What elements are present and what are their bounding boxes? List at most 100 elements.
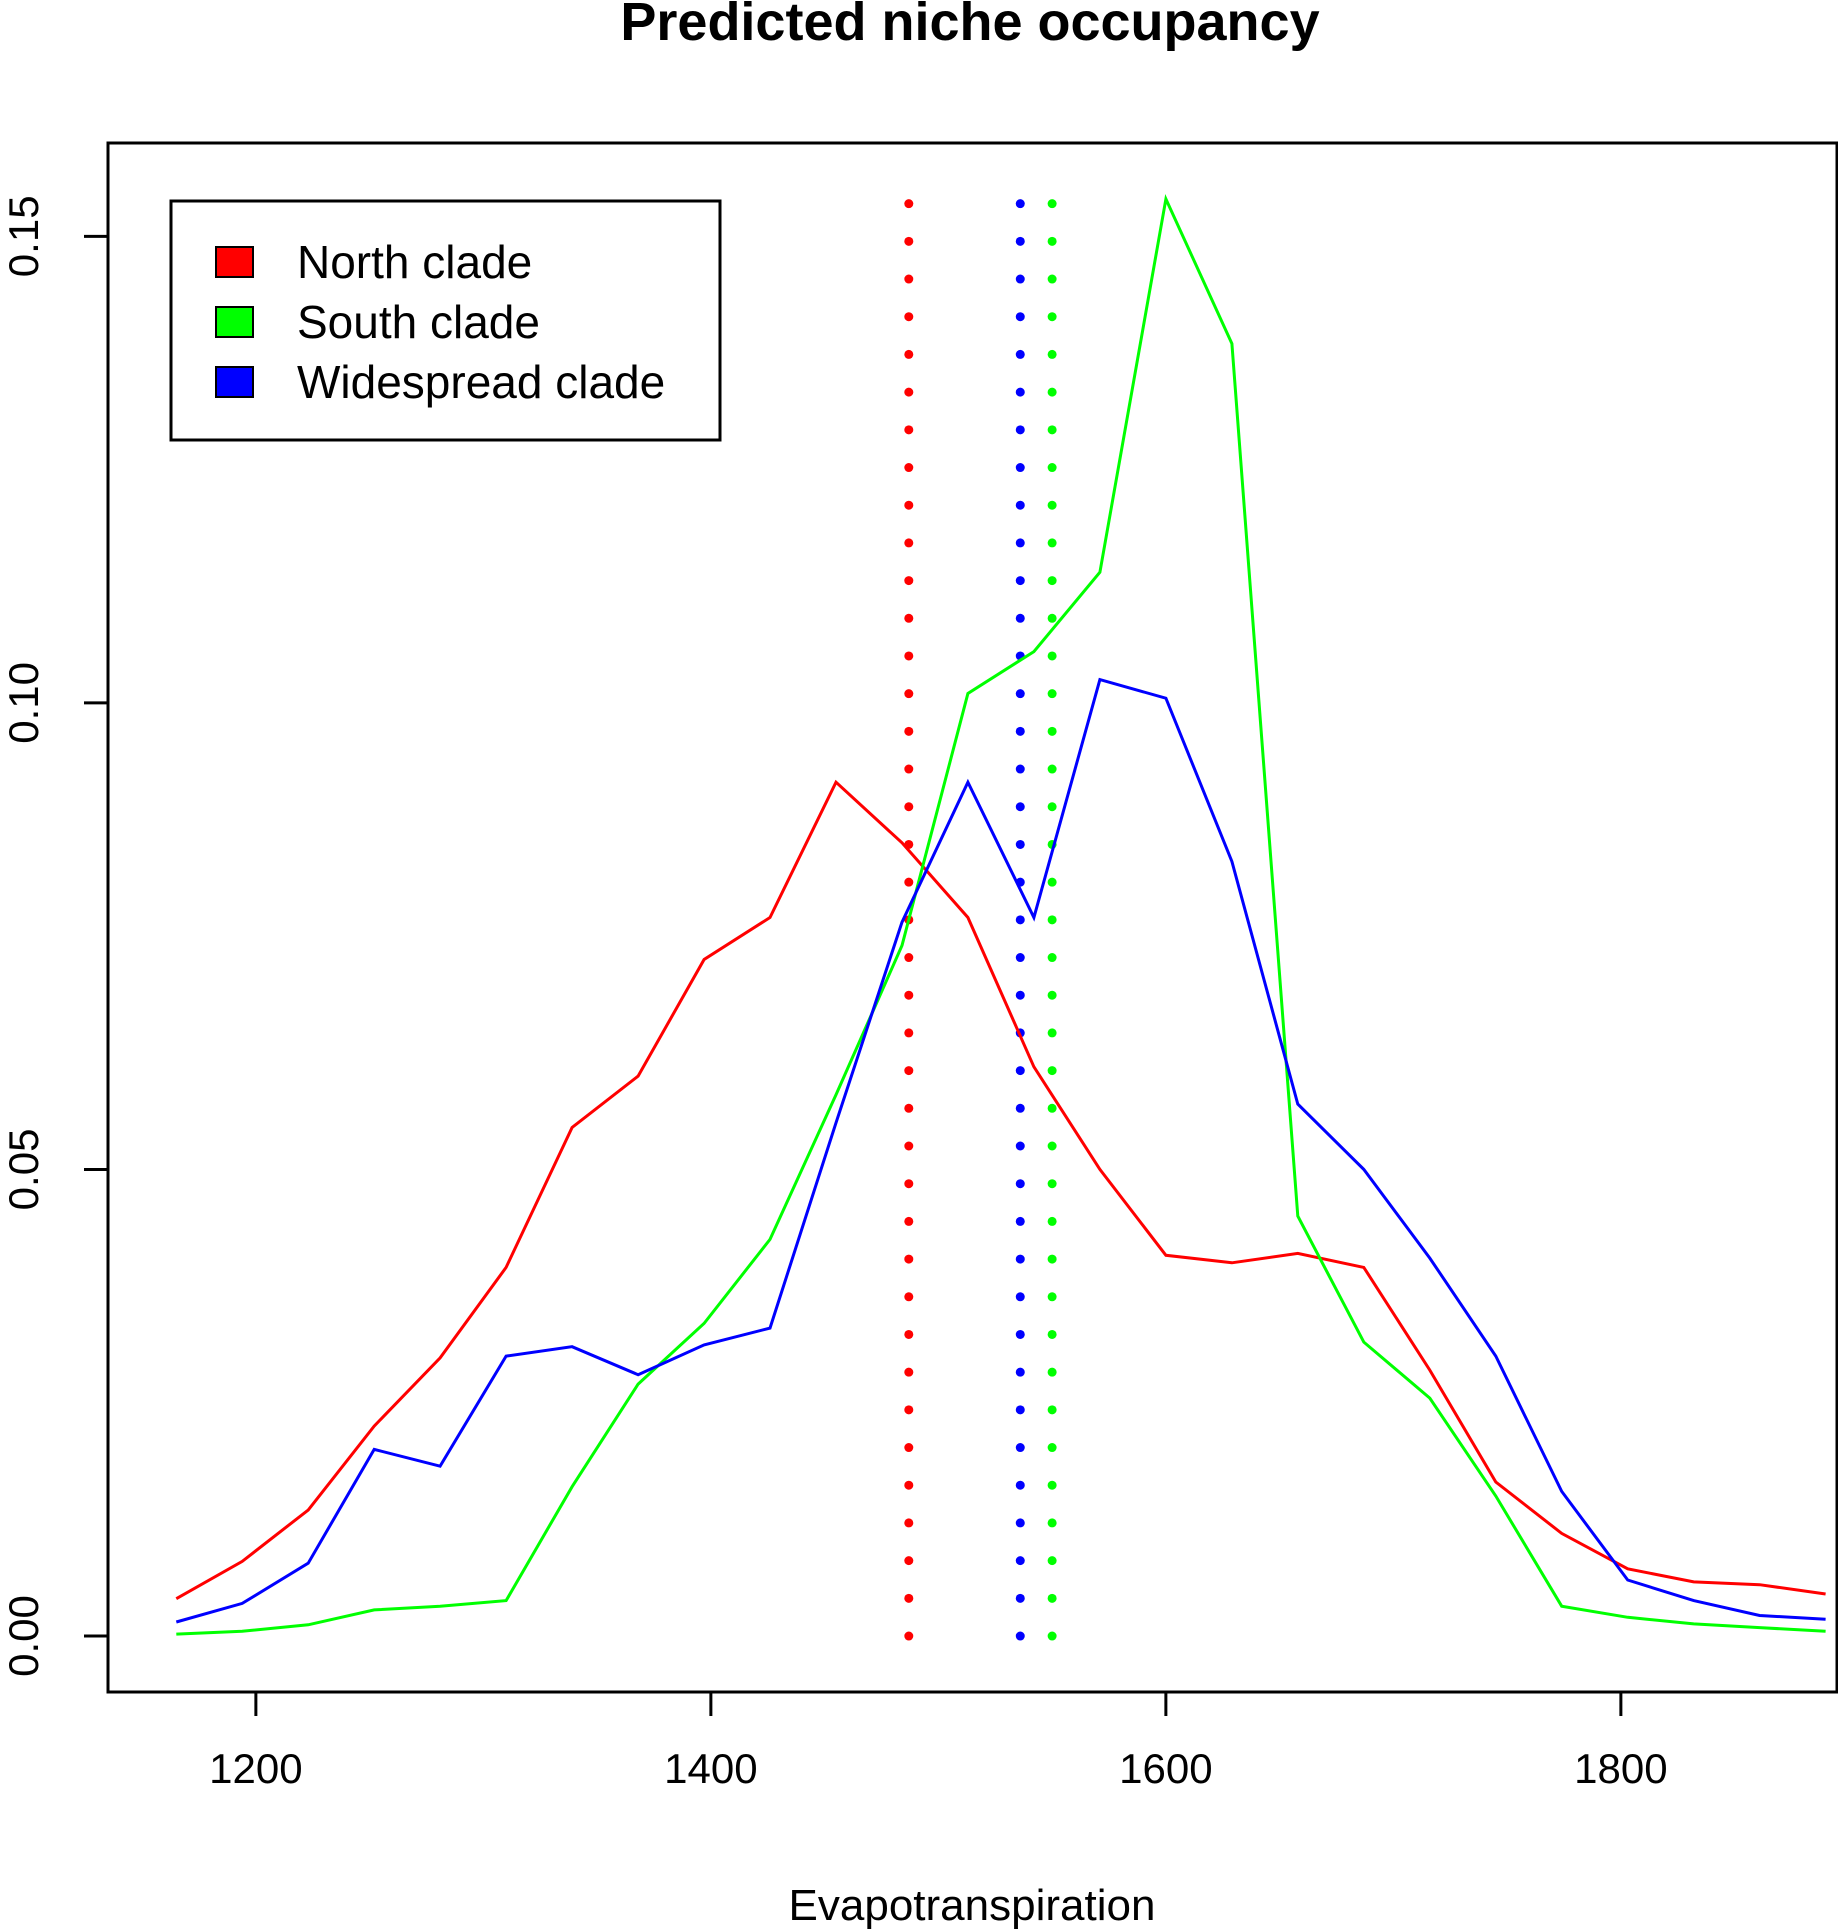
mean-line-dot: [904, 199, 914, 209]
chart-title: Predicted niche occupancy: [620, 0, 1319, 52]
mean-line-dot: [1015, 1631, 1025, 1641]
series-lines: [175, 193, 1826, 1636]
mean-line-dot: [1047, 312, 1057, 322]
mean-line-dot: [1047, 1329, 1057, 1339]
mean-line-dot: [904, 953, 914, 963]
mean-line-dot: [1015, 990, 1025, 1000]
mean-line-dot: [1015, 1103, 1025, 1113]
mean-line-dot: [904, 538, 914, 548]
mean-line-dot: [1047, 689, 1057, 699]
mean-line-dot: [1015, 538, 1025, 548]
mean-line-dot: [1015, 689, 1025, 699]
legend: North clade South clade Widespread clade: [169, 199, 722, 442]
mean-line-dot: [904, 689, 914, 699]
mean-line-dot: [1047, 1292, 1057, 1302]
mean-line-dot: [1047, 1480, 1057, 1490]
mean-line-dot: [1047, 1631, 1057, 1641]
y-axis: 0.00 0.05 0.10 0.15: [0, 195, 110, 1677]
series-line-widespread-clade: [175, 677, 1826, 1624]
mean-line-dot: [904, 1254, 914, 1264]
mean-line-dot: [1015, 500, 1025, 510]
mean-line-dot: [904, 877, 914, 887]
mean-line-dot: [1015, 199, 1025, 209]
legend-swatch-north: [215, 246, 254, 278]
mean-line-dot: [1047, 764, 1057, 774]
mean-line-dot: [1015, 1518, 1025, 1528]
mean-line-dot: [1015, 1254, 1025, 1264]
mean-line-dot: [904, 1480, 914, 1490]
mean-line-dot: [1015, 1405, 1025, 1415]
mean-line-dot: [904, 500, 914, 510]
mean-lines: [904, 199, 1057, 1641]
mean-line-dot: [904, 236, 914, 246]
x-tick-label: 1800: [1574, 1745, 1667, 1792]
mean-line-dot: [904, 576, 914, 586]
x-tick-label: 1400: [664, 1745, 757, 1792]
mean-line-dot: [904, 1292, 914, 1302]
mean-line-dot: [904, 274, 914, 284]
mean-line-dot: [1047, 463, 1057, 473]
x-tick-label: 1200: [209, 1745, 302, 1792]
mean-line-dot: [904, 802, 914, 812]
mean-line-dot: [1047, 1103, 1057, 1113]
mean-line-dot: [1047, 387, 1057, 397]
mean-line-dot: [1015, 387, 1025, 397]
mean-line-dot: [1047, 1367, 1057, 1377]
mean-line-dot: [1047, 877, 1057, 887]
mean-line-dot: [1047, 915, 1057, 925]
mean-line-dot: [904, 1367, 914, 1377]
mean-line-dot: [1015, 236, 1025, 246]
mean-line-dot: [1015, 915, 1025, 925]
y-tick-label: 0.00: [0, 1595, 47, 1677]
mean-line-dot: [904, 1028, 914, 1038]
legend-label-widespread: Widespread clade: [297, 356, 665, 408]
mean-line-dot: [1015, 312, 1025, 322]
mean-line-dot: [1015, 802, 1025, 812]
x-axis-label: Evapotranspiration: [789, 1881, 1156, 1930]
mean-line-dot: [1047, 538, 1057, 548]
mean-line-north-clade: [904, 199, 914, 1641]
mean-line-dot: [1047, 425, 1057, 435]
mean-line-dot: [1047, 1141, 1057, 1151]
mean-line-dot: [904, 312, 914, 322]
mean-line-dot: [1015, 576, 1025, 586]
mean-line-dot: [1047, 1179, 1057, 1189]
mean-line-dot: [1015, 1141, 1025, 1151]
mean-line-dot: [904, 1066, 914, 1076]
mean-line-dot: [904, 1631, 914, 1641]
mean-line-dot: [1015, 1593, 1025, 1603]
mean-line-dot: [1015, 726, 1025, 736]
mean-line-dot: [1047, 1216, 1057, 1226]
mean-line-dot: [1015, 1556, 1025, 1566]
mean-line-dot: [1015, 953, 1025, 963]
x-axis: 1200 1400 1600 1800: [209, 1690, 1668, 1792]
mean-line-dot: [1047, 576, 1057, 586]
mean-line-dot: [1015, 613, 1025, 623]
mean-line-dot: [1047, 651, 1057, 661]
mean-line-dot: [1047, 1443, 1057, 1453]
mean-line-dot: [1015, 1480, 1025, 1490]
mean-line-dot: [1047, 802, 1057, 812]
mean-line-dot: [904, 1518, 914, 1528]
mean-line-dot: [1047, 1518, 1057, 1528]
mean-line-dot: [1047, 953, 1057, 963]
mean-line-dot: [1047, 1066, 1057, 1076]
x-tick-label: 1600: [1119, 1745, 1212, 1792]
mean-line-dot: [1047, 990, 1057, 1000]
mean-line-dot: [1015, 1179, 1025, 1189]
mean-line-dot: [1015, 349, 1025, 359]
mean-line-dot: [1047, 1405, 1057, 1415]
legend-swatch-south: [215, 306, 254, 338]
mean-line-dot: [1047, 613, 1057, 623]
mean-line-dot: [1047, 726, 1057, 736]
mean-line-dot: [904, 463, 914, 473]
mean-line-dot: [904, 1141, 914, 1151]
mean-line-dot: [1015, 1329, 1025, 1339]
mean-line-dot: [904, 990, 914, 1000]
mean-line-dot: [1015, 1292, 1025, 1302]
mean-line-dot: [904, 1103, 914, 1113]
mean-line-dot: [1047, 1593, 1057, 1603]
y-tick-label: 0.05: [0, 1129, 47, 1211]
mean-line-dot: [1015, 425, 1025, 435]
